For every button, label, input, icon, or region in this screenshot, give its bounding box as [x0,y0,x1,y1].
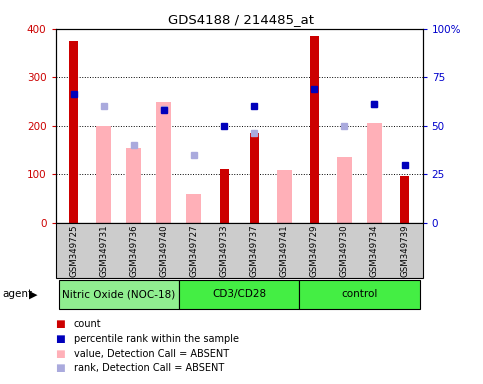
Text: percentile rank within the sample: percentile rank within the sample [74,334,239,344]
Text: GSM349739: GSM349739 [400,225,409,277]
Bar [400,176,409,223]
Text: GSM349736: GSM349736 [129,225,138,277]
Text: GSM349730: GSM349730 [340,225,349,277]
Text: CD3/CD28: CD3/CD28 [212,289,266,300]
Text: value, Detection Call = ABSENT: value, Detection Call = ABSENT [74,349,229,359]
Text: rank, Detection Call = ABSENT: rank, Detection Call = ABSENT [74,363,224,373]
Text: ■: ■ [56,319,65,329]
Text: GSM349737: GSM349737 [250,225,258,277]
Text: GDS4188 / 214485_at: GDS4188 / 214485_at [169,13,314,26]
Bar [186,194,201,223]
Bar [310,36,319,223]
Text: GSM349725: GSM349725 [69,225,78,277]
Text: ■: ■ [56,349,65,359]
Text: agent: agent [2,289,32,300]
Bar [250,133,258,223]
Bar [69,41,78,223]
Text: Nitric Oxide (NOC-18): Nitric Oxide (NOC-18) [62,289,175,300]
Text: GSM349731: GSM349731 [99,225,108,277]
Bar [156,103,171,223]
Bar [337,157,352,223]
Text: GSM349733: GSM349733 [220,225,228,277]
Bar [367,123,382,223]
Bar [96,126,111,223]
Bar [277,170,292,223]
Text: ■: ■ [56,334,65,344]
Text: GSM349734: GSM349734 [370,225,379,277]
Text: GSM349727: GSM349727 [189,225,199,277]
Text: GSM349741: GSM349741 [280,225,289,277]
Text: GSM349740: GSM349740 [159,225,169,277]
Text: GSM349729: GSM349729 [310,225,319,277]
Text: ▶: ▶ [28,289,37,300]
Text: count: count [74,319,101,329]
Bar [220,169,228,223]
Text: ■: ■ [56,363,65,373]
Text: control: control [341,289,378,300]
Bar [126,147,142,223]
